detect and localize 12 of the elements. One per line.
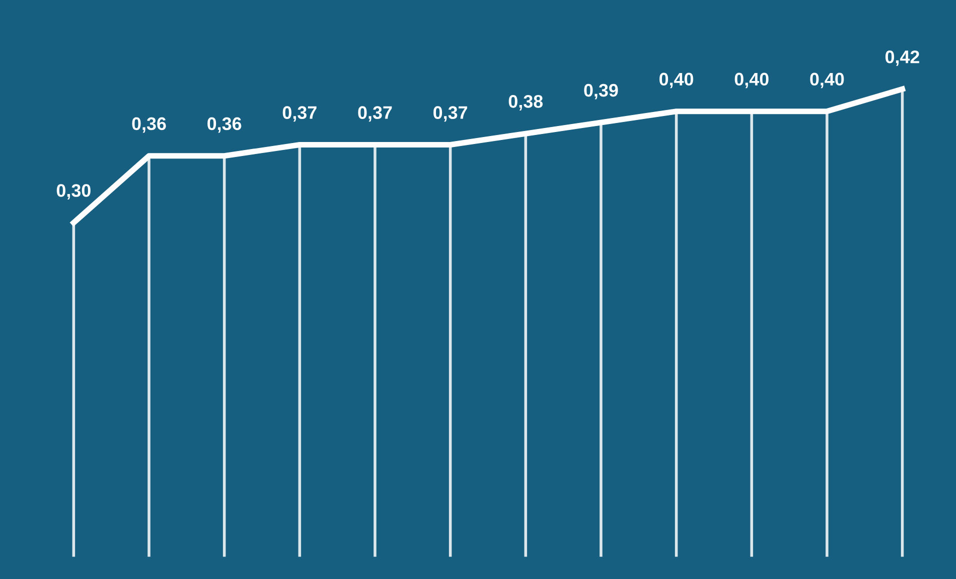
data-label: 0,37 — [433, 106, 468, 122]
data-label: 0,36 — [207, 117, 242, 133]
data-label: 0,37 — [358, 106, 392, 122]
data-label: 0,39 — [584, 84, 618, 100]
data-label: 0,38 — [508, 95, 543, 110]
data-label: 0,40 — [659, 72, 694, 88]
data-label: 0,36 — [132, 117, 166, 133]
data-label: 0,42 — [885, 50, 920, 66]
data-label: 0,40 — [810, 72, 844, 88]
data-label: 0,40 — [734, 72, 768, 88]
data-label: 0,37 — [282, 106, 316, 122]
data-label: 0,30 — [56, 184, 90, 200]
